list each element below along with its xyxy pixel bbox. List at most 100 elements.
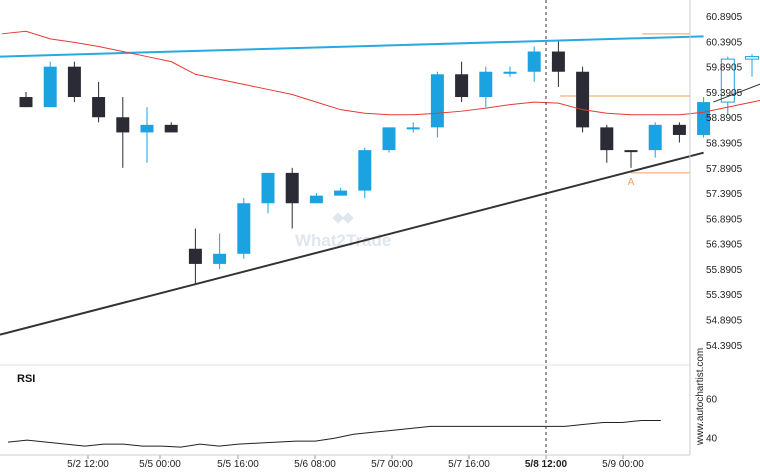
candle-body	[140, 124, 154, 133]
rsi-panel: 60 40	[7, 394, 718, 448]
y-tick-label: 57.3905	[706, 189, 743, 200]
candle-body	[92, 97, 106, 118]
candle-body	[358, 150, 372, 191]
candle	[576, 66, 590, 133]
candle	[43, 61, 57, 108]
candle	[600, 124, 614, 163]
candle-body	[720, 58, 735, 103]
x-tick-label: 5/7 16:00	[448, 459, 490, 470]
candle	[334, 188, 348, 196]
rsi-line	[7, 419, 661, 448]
candle	[479, 66, 493, 108]
candle	[188, 228, 202, 285]
moving-average-line	[1, 30, 760, 116]
candle-body	[285, 172, 299, 204]
y-tick-label: 55.3905	[706, 290, 743, 301]
candle	[503, 66, 517, 77]
candle-body	[527, 51, 541, 72]
y-tick-label: 59.8905	[706, 63, 743, 74]
watermark: What2Trade	[295, 212, 391, 250]
side-credit: www.autochartist.com	[695, 348, 706, 446]
x-tick-label: 5/2 12:00	[67, 459, 109, 470]
candle	[527, 46, 541, 82]
candle	[19, 91, 33, 108]
candle	[309, 193, 323, 204]
candle-body	[43, 66, 57, 108]
candle-body	[479, 71, 493, 98]
candle-body	[503, 71, 517, 74]
candle-body	[334, 190, 348, 196]
candle-body	[697, 102, 711, 135]
candle-body	[600, 127, 614, 151]
y-tick-label: 56.8905	[706, 214, 743, 225]
x-tick-label: 5/7 00:00	[371, 459, 413, 470]
candle	[164, 122, 178, 133]
candle-body	[406, 127, 420, 130]
candle	[67, 61, 81, 103]
candle-body	[624, 150, 638, 153]
candle	[261, 172, 275, 214]
candle-body	[188, 248, 202, 264]
candle-body	[19, 97, 33, 108]
candle	[92, 81, 106, 123]
x-tick-label: 5/5 16:00	[217, 459, 259, 470]
candle-body	[648, 124, 662, 151]
candle	[455, 61, 469, 103]
candle-body	[576, 71, 590, 128]
candle	[624, 150, 638, 168]
candle	[720, 56, 735, 115]
watermark-text: What2Trade	[295, 231, 391, 250]
y-tick-label: 60.3905	[706, 37, 743, 48]
candle-body	[213, 253, 227, 264]
candle-body	[309, 195, 323, 204]
y-tick-label: 54.8905	[706, 316, 743, 327]
candle-body	[116, 117, 130, 133]
x-tick-label: 5/5 00:00	[139, 459, 181, 470]
y-tick-label: 56.3905	[706, 240, 743, 251]
candle	[382, 127, 396, 153]
y-tick-label: 60.8905	[706, 12, 743, 23]
candle-body	[67, 66, 81, 98]
projection-line	[713, 83, 760, 103]
candles	[19, 41, 759, 285]
candle	[648, 122, 662, 158]
candle-body	[455, 74, 469, 98]
candle-body	[261, 172, 275, 204]
y-tick-label: 58.8905	[706, 113, 743, 124]
x-tick-label: 5/9 00:00	[602, 459, 644, 470]
lower-trendline	[0, 151, 704, 336]
y-tick-label: 58.3905	[706, 139, 743, 150]
candle	[116, 97, 130, 168]
y-tick-label: 57.8905	[706, 164, 743, 175]
candle-body	[382, 127, 396, 151]
overlays: A	[0, 30, 760, 336]
candle	[140, 107, 154, 163]
candle	[285, 167, 299, 229]
candle-body	[745, 56, 759, 60]
candle	[672, 122, 686, 143]
y-tick-label: 54.3905	[706, 341, 743, 352]
y-tick-label: 55.8905	[706, 265, 743, 276]
candle	[551, 41, 565, 87]
axes: 60.8905 60.3905 59.8905 59.3905 58.8905 58.39…	[0, 0, 743, 470]
candle-body	[551, 51, 565, 72]
candle	[430, 71, 444, 138]
rsi-y-tick-label: 60	[706, 394, 718, 405]
candle	[697, 97, 711, 138]
candle	[358, 147, 372, 199]
candle-body	[237, 203, 251, 254]
candle-body	[672, 124, 686, 135]
rsi-title: RSI	[17, 373, 35, 385]
x-tick-label: 5/6 08:00	[294, 459, 336, 470]
point-label-a: A	[628, 177, 635, 188]
candle	[745, 54, 759, 77]
candle	[213, 233, 227, 269]
x-tick-label: 5/8 12:00	[525, 459, 568, 470]
rsi-y-tick-label: 40	[706, 434, 718, 445]
candle-body	[164, 124, 178, 133]
candle	[237, 198, 251, 259]
candle-body	[430, 74, 444, 128]
y-tick-label: 59.3905	[706, 88, 743, 99]
candle	[406, 122, 420, 133]
